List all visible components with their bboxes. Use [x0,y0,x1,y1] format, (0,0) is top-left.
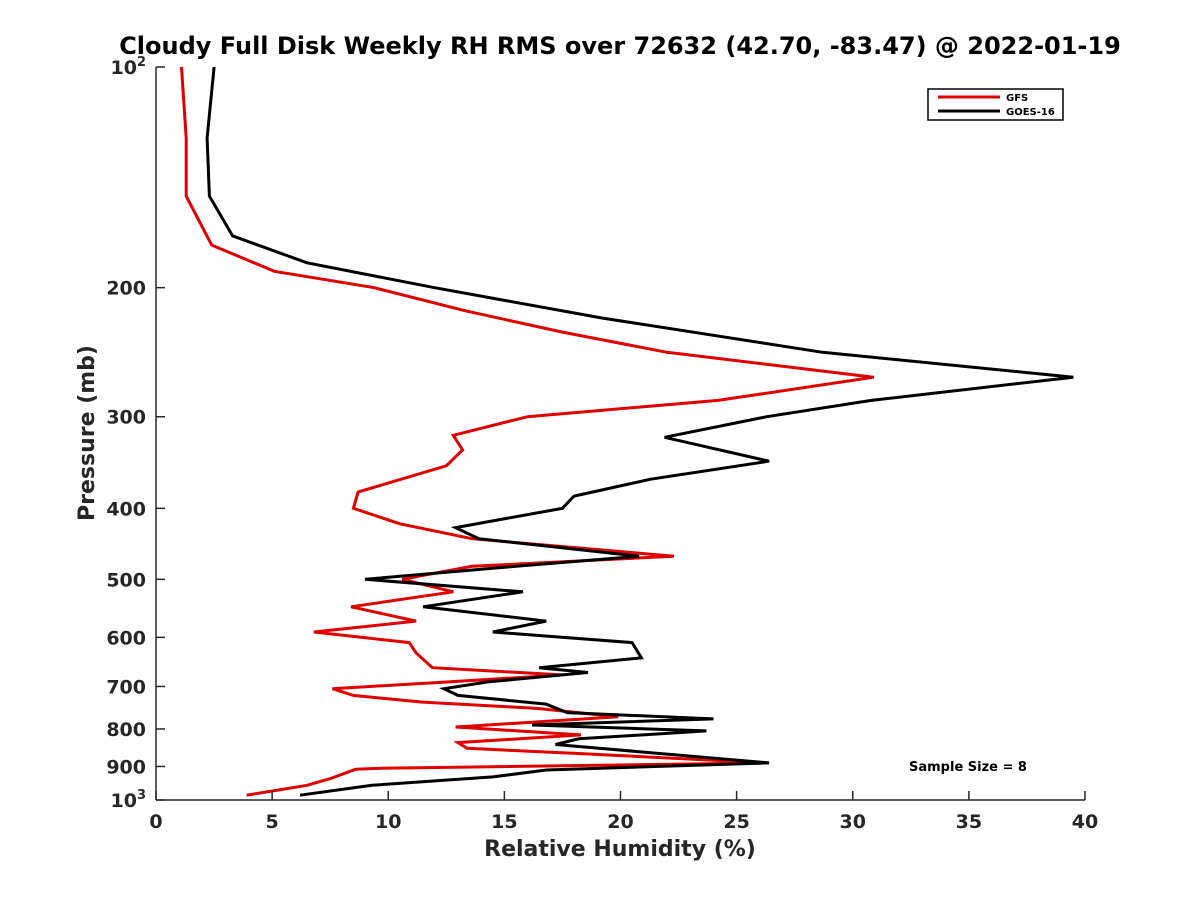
x-tick-label: 10 [375,811,401,833]
legend: GFS GOES-16 [927,88,1064,121]
series-line-gfs [180,66,874,797]
y-tick-label: 700 [106,676,146,698]
plot-lines [180,66,1074,797]
series-line-goes-16 [205,66,1074,797]
y-tick-label: 600 [106,627,146,649]
y-tick-label: 900 [106,756,146,778]
y-axis-label: Pressure (mb) [75,345,100,521]
x-axis-ticks: 0 5 10 15 20 25 30 35 40 [149,791,1098,833]
y-tick-label: 200 [106,278,146,300]
legend-box [927,88,1064,121]
chart-title: Cloudy Full Disk Weekly RH RMS over 7263… [119,32,1121,60]
x-tick-label: 40 [1072,811,1098,833]
x-tick-label: 5 [266,811,279,833]
y-axis-ticks: 102 200 300 400 500 600 700 800 900 103 [106,55,165,812]
x-tick-label: 20 [607,811,633,833]
x-tick-label: 30 [840,811,866,833]
legend-label-goes-16: GOES-16 [1006,107,1055,118]
y-tick-label: 500 [106,569,146,591]
legend-label-gfs: GFS [1006,93,1028,104]
x-tick-label: 25 [723,811,749,833]
x-tick-label: 15 [491,811,517,833]
y-tick-label: 103 [111,788,147,812]
y-tick-label: 102 [111,55,147,79]
axes [155,67,1085,801]
y-tick-label: 400 [106,498,146,520]
x-tick-label: 35 [956,811,982,833]
y-tick-label: 300 [106,407,146,429]
x-tick-label: 0 [149,811,162,833]
sample-size-annotation: Sample Size = 8 [909,760,1027,775]
y-tick-label: 800 [106,719,146,741]
x-axis-label: Relative Humidity (%) [484,837,756,862]
